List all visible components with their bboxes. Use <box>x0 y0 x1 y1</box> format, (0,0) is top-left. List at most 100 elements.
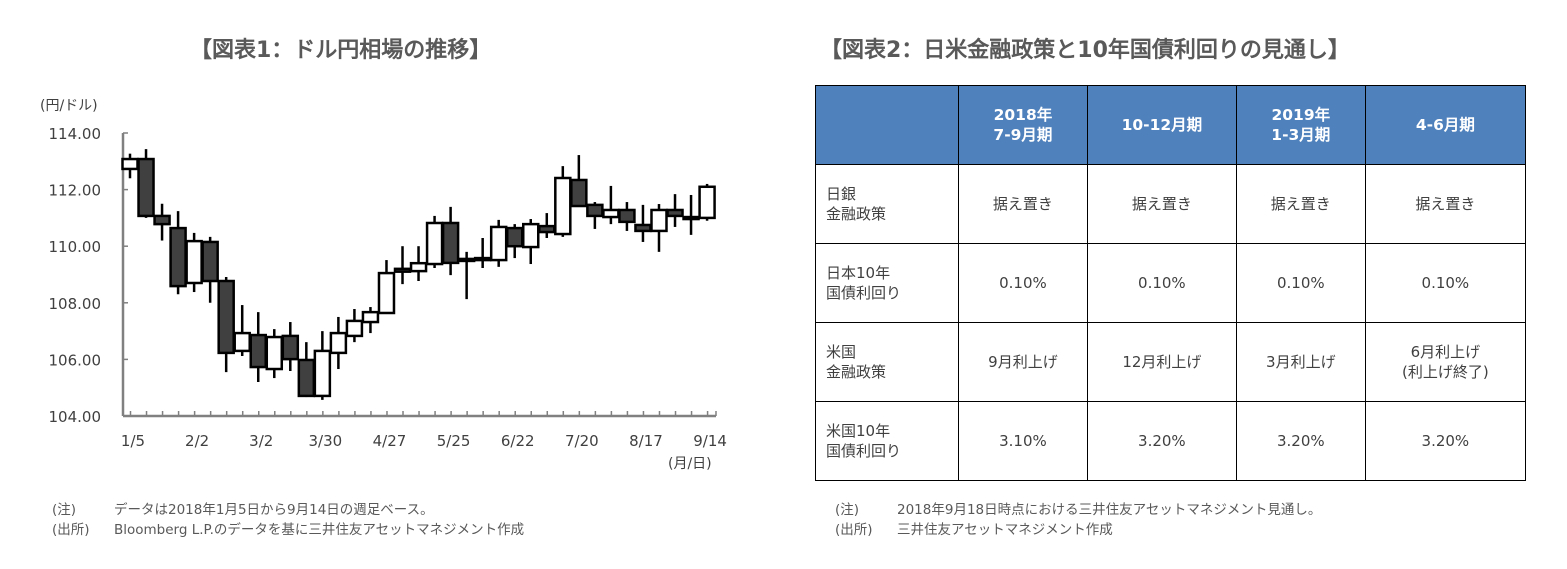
cell-text: 据え置き <box>1415 195 1476 213</box>
header-text: 4-6月期 <box>1415 116 1475 134</box>
candle-up <box>377 271 396 315</box>
candle-up <box>361 310 380 324</box>
y-tick-label: 108.00 <box>49 295 102 313</box>
candle-up <box>185 239 203 285</box>
row-label: 米国 <box>826 343 857 361</box>
row-header: 日本10年 国債利回り <box>815 243 959 323</box>
cell-text: 6月利上げ <box>1410 343 1481 361</box>
candle-up <box>345 319 364 338</box>
candle-down <box>505 226 524 248</box>
note-row: (注) 2018年9月18日時点における三井住友アセットマネジメント見通し。 <box>835 500 1321 520</box>
row-label: 米国10年 <box>826 422 891 440</box>
x-tick-label: 6/22 <box>501 432 535 450</box>
candle-down <box>249 333 267 369</box>
candle-up <box>233 331 251 353</box>
column-header: 4-6月期 <box>1364 85 1527 165</box>
table-cell: 据え置き <box>1086 164 1237 244</box>
cell-text: 据え置き <box>1270 195 1331 213</box>
x-tick-label: 3/30 <box>309 432 343 450</box>
y-tick-label: 104.00 <box>49 408 102 426</box>
candle-up <box>489 225 508 262</box>
candle-up <box>329 331 348 355</box>
row-label: 日本10年 <box>826 264 891 282</box>
candle-down <box>666 208 684 218</box>
cell-text: (利上げ終了) <box>1402 363 1489 381</box>
chart-title: 【図表1：ドル円相場の推移】 <box>190 38 492 63</box>
y-tick-label: 112.00 <box>49 182 102 200</box>
candle-down <box>441 221 460 265</box>
x-tick-label: 3/2 <box>249 432 273 450</box>
header-text: 2018年 <box>993 106 1053 124</box>
cell-text: 0.10% <box>1276 274 1325 292</box>
note-row: (注) データは2018年1月5日から9月14日の週足ベース。 <box>52 500 524 520</box>
candle-down <box>137 157 155 218</box>
cell-text: 3.20% <box>1138 432 1186 450</box>
candle-down <box>538 224 556 234</box>
candle-up <box>121 157 139 171</box>
table-cell: 6月利上げ (利上げ終了) <box>1364 322 1527 402</box>
table-cell: 据え置き <box>958 164 1088 244</box>
note-label: (注) <box>52 502 77 518</box>
x-tick-label: 2/2 <box>185 432 209 450</box>
cell-text: 3.20% <box>1276 432 1325 450</box>
table-cell: 9月利上げ <box>958 322 1088 402</box>
column-header: 2018年 7-9月期 <box>958 85 1088 165</box>
table-cell: 0.10% <box>1235 243 1366 323</box>
table-row: 米国 金融政策 9月利上げ 12月利上げ 3月利上げ 6月利上げ (利上げ終了) <box>815 322 1527 402</box>
table-header-row: 2018年 7-9月期 10-12月期 2019年 1-3月期 4-6月期 <box>815 85 1527 165</box>
table-row: 米国10年 国債利回り 3.10% 3.20% 3.20% 3.20% <box>815 401 1527 481</box>
note-text: 2018年9月18日時点における三井住友アセットマネジメント見通し。 <box>897 502 1322 518</box>
row-label: 国債利回り <box>826 442 902 460</box>
table-cell: 据え置き <box>1364 164 1527 244</box>
cell-text: 3.20% <box>1421 432 1470 450</box>
table-notes: (注) 2018年9月18日時点における三井住友アセットマネジメント見通し。 (出… <box>835 500 1321 540</box>
chart-notes: (注) データは2018年1月5日から9月14日の週足ベース。 (出所) Bloom… <box>52 500 524 540</box>
x-axis-label: (月/日) <box>668 456 712 472</box>
candle-down <box>169 226 187 288</box>
table-cell: 0.10% <box>1364 243 1527 323</box>
candle-up <box>602 208 620 219</box>
candle-up <box>682 215 700 221</box>
candle-down <box>201 240 219 283</box>
column-header <box>815 85 959 165</box>
note-text: データは2018年1月5日から9月14日の週足ベース。 <box>114 502 434 518</box>
candle-up <box>473 256 492 262</box>
table-cell: 0.10% <box>958 243 1088 323</box>
cell-text: 0.10% <box>999 274 1047 292</box>
candle-up <box>698 185 716 220</box>
header-text: 1-3月期 <box>1271 126 1331 144</box>
candle-down <box>153 214 171 226</box>
header-text: 2019年 <box>1271 106 1331 124</box>
header-text: 10-12月期 <box>1121 116 1203 134</box>
cell-text: 据え置き <box>992 195 1053 213</box>
x-tick-label: 5/25 <box>437 432 471 450</box>
y-tick-label: 110.00 <box>49 238 102 256</box>
column-header: 2019年 1-3月期 <box>1235 85 1366 165</box>
table-cell: 0.10% <box>1086 243 1237 323</box>
x-tick-label: 4/27 <box>373 432 407 450</box>
outlook-table: 2018年 7-9月期 10-12月期 2019年 1-3月期 4-6月期 日銀 金融政策 据え… <box>815 85 1527 481</box>
source-row: (出所) Bloomberg L.P.のデータを基に三井住友アセットマネジメント作… <box>52 520 524 540</box>
cell-text: 据え置き <box>1131 195 1192 213</box>
table-cell: 3.20% <box>1235 401 1366 481</box>
candle-up <box>265 335 284 371</box>
cell-text: 0.10% <box>1421 274 1470 292</box>
row-label: 金融政策 <box>826 205 887 223</box>
candle-up <box>425 221 444 266</box>
note-label: (注) <box>835 502 860 518</box>
y-axis-label: (円/ドル) <box>40 98 98 114</box>
source-label: (出所) <box>52 522 90 538</box>
y-tick-label: 114.00 <box>49 125 102 143</box>
candle-up <box>313 349 332 398</box>
column-header: 10-12月期 <box>1086 85 1237 165</box>
cell-text: 9月利上げ <box>988 353 1058 371</box>
row-header: 米国 金融政策 <box>815 322 959 402</box>
candle-down <box>217 279 235 355</box>
source-row: (出所) 三井住友アセットマネジメント作成 <box>835 520 1321 540</box>
cell-text: 0.10% <box>1138 274 1186 292</box>
table-cell: 12月利上げ <box>1086 322 1237 402</box>
candle-down <box>297 358 316 398</box>
header-text: 7-9月期 <box>993 126 1053 144</box>
candle-down <box>586 203 604 218</box>
table-cell: 3.20% <box>1086 401 1237 481</box>
